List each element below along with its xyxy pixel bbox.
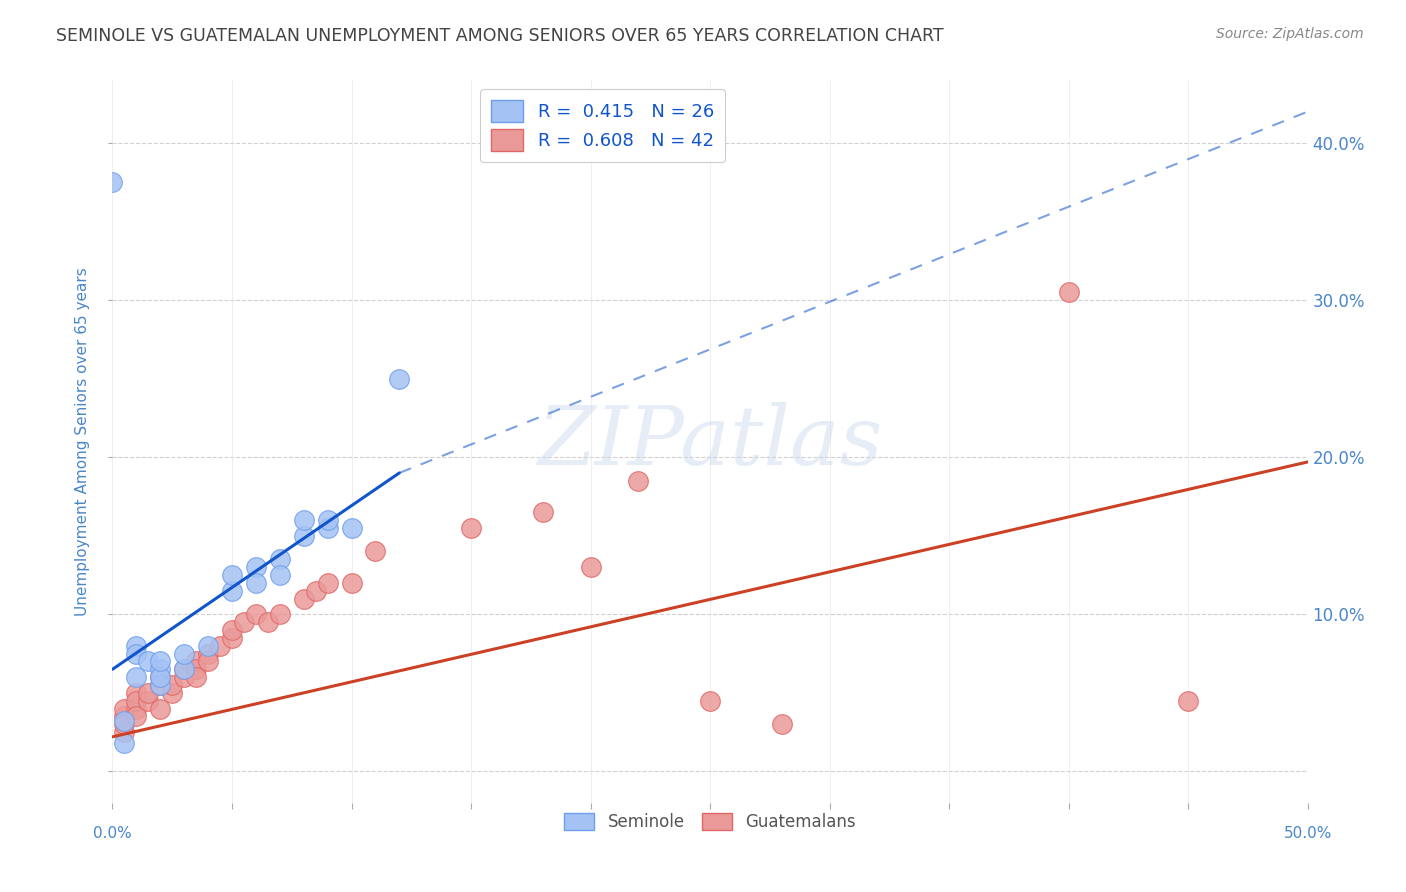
Point [245,560,267,574]
Y-axis label: Unemployment Among Seniors over 65 years: Unemployment Among Seniors over 65 years [75,268,90,615]
Point [125,670,148,684]
Point [173,662,195,676]
Point [114,736,135,750]
Point [197,655,219,669]
Point [162,686,183,700]
Point [269,552,291,566]
Point [114,725,135,739]
Point [531,505,554,519]
Text: 50.0%: 50.0% [1284,826,1331,841]
Point [125,709,148,723]
Point [245,607,267,622]
Point [209,639,232,653]
Text: ZIPatlas: ZIPatlas [537,401,883,482]
Point [125,686,148,700]
Point [221,623,243,637]
Point [269,607,291,622]
Point [579,560,602,574]
Point [125,701,148,715]
Point [125,647,148,661]
Point [114,709,135,723]
Point [245,575,267,590]
Point [1177,694,1199,708]
Point [114,714,135,728]
Point [460,521,482,535]
Point [292,513,315,527]
Point [340,575,363,590]
Point [162,678,183,692]
Point [388,372,411,386]
Text: SEMINOLE VS GUATEMALAN UNEMPLOYMENT AMONG SENIORS OVER 65 YEARS CORRELATION CHAR: SEMINOLE VS GUATEMALAN UNEMPLOYMENT AMON… [56,27,943,45]
Point [770,717,793,731]
Point [316,521,339,535]
Point [149,678,172,692]
Point [114,717,135,731]
Point [292,591,315,606]
Point [138,686,160,700]
Point [221,631,243,645]
Point [149,701,172,715]
Text: 0.0%: 0.0% [93,826,132,841]
Point [699,694,721,708]
Point [186,670,208,684]
Point [173,662,195,676]
Point [149,670,172,684]
Point [292,529,315,543]
Point [125,639,148,653]
Point [233,615,256,630]
Point [173,670,195,684]
Point [1057,285,1080,300]
Point [221,583,243,598]
Point [149,670,172,684]
Legend: Seminole, Guatemalans: Seminole, Guatemalans [558,806,862,838]
Point [114,701,135,715]
Point [186,655,208,669]
Point [316,575,339,590]
Point [221,568,243,582]
Point [125,694,148,708]
Point [305,583,328,598]
Point [197,639,219,653]
Point [101,175,124,189]
Point [149,678,172,692]
Point [257,615,280,630]
Point [138,655,160,669]
Point [269,568,291,582]
Text: Source: ZipAtlas.com: Source: ZipAtlas.com [1216,27,1364,41]
Point [340,521,363,535]
Point [197,647,219,661]
Point [316,513,339,527]
Point [138,694,160,708]
Point [173,647,195,661]
Point [149,662,172,676]
Point [627,474,650,488]
Point [186,662,208,676]
Point [149,655,172,669]
Point [364,544,387,558]
